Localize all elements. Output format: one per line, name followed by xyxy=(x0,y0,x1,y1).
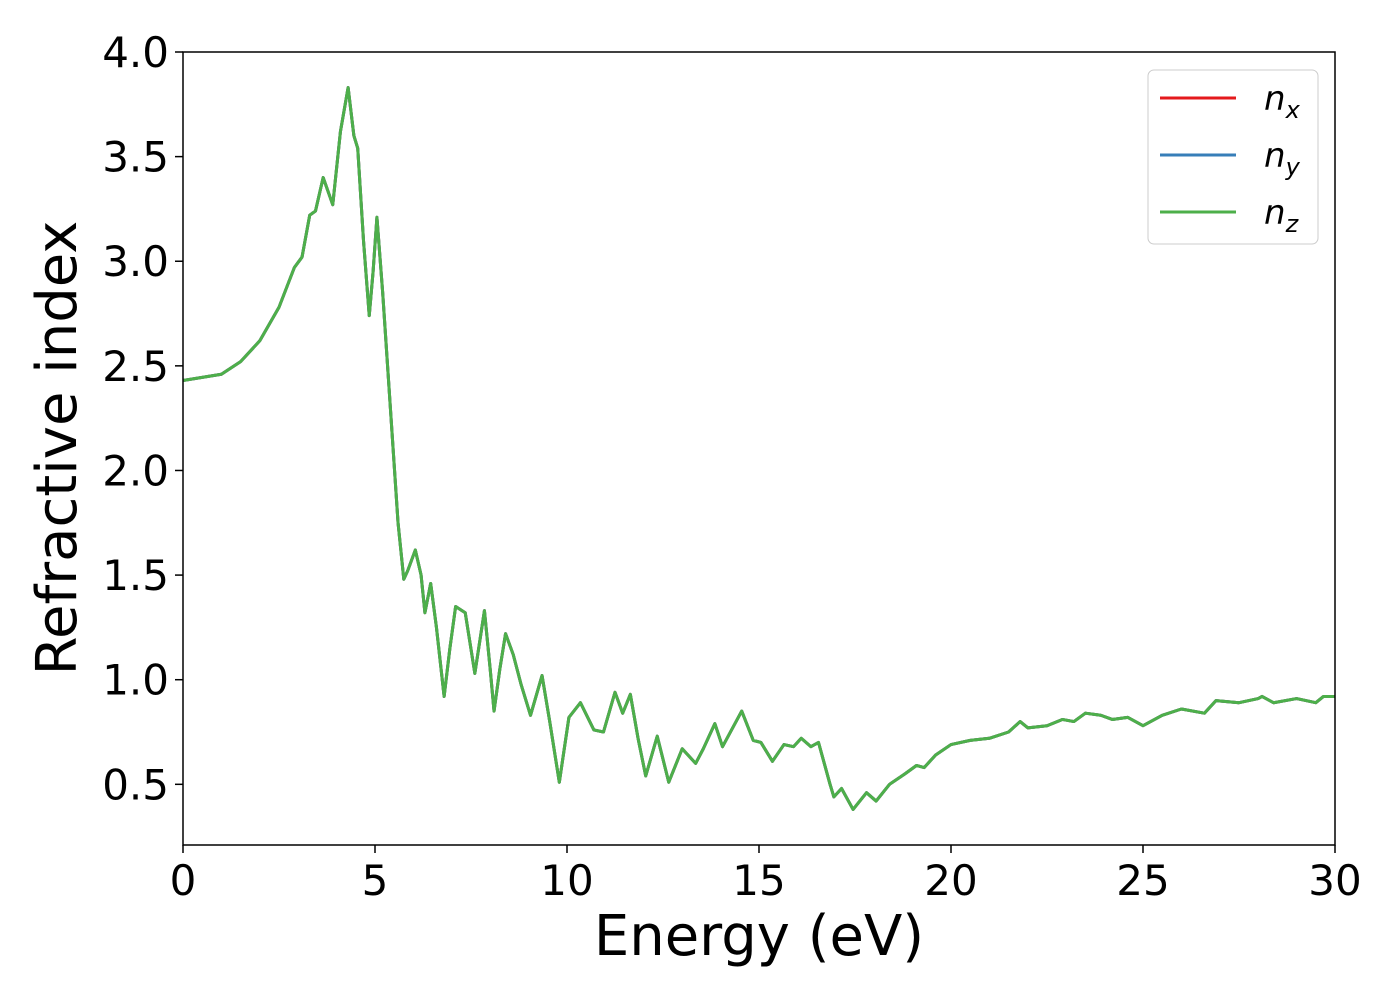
legend-box xyxy=(1147,69,1319,245)
x-tick-label: 30 xyxy=(1308,856,1361,905)
y-tick-label: 3.5 xyxy=(102,133,169,182)
y-tick-label: 1.0 xyxy=(102,656,169,705)
y-tick-label: 0.5 xyxy=(102,760,169,809)
x-tick-label: 15 xyxy=(732,856,785,905)
x-tick-label: 5 xyxy=(362,856,389,905)
y-tick-label: 4.0 xyxy=(102,28,169,77)
y-tick-label: 2.5 xyxy=(102,342,169,391)
x-tick-label: 10 xyxy=(540,856,593,905)
y-tick-label: 3.0 xyxy=(102,237,169,286)
legend-label: ny xyxy=(1264,136,1301,181)
y-tick-label: 2.0 xyxy=(102,446,169,495)
x-tick-label: 0 xyxy=(170,856,197,905)
plot-frame xyxy=(182,51,1336,846)
y-tick-label: 1.5 xyxy=(102,551,169,600)
x-tick-label: 20 xyxy=(924,856,977,905)
x-tick-label: 25 xyxy=(1116,856,1169,905)
legend-label: nz xyxy=(1264,193,1300,238)
x-axis-label: Energy (eV) xyxy=(594,904,924,969)
legend-label: nx xyxy=(1264,79,1301,124)
series-line xyxy=(182,86,1335,811)
y-axis-label: Refractive index xyxy=(25,221,90,676)
